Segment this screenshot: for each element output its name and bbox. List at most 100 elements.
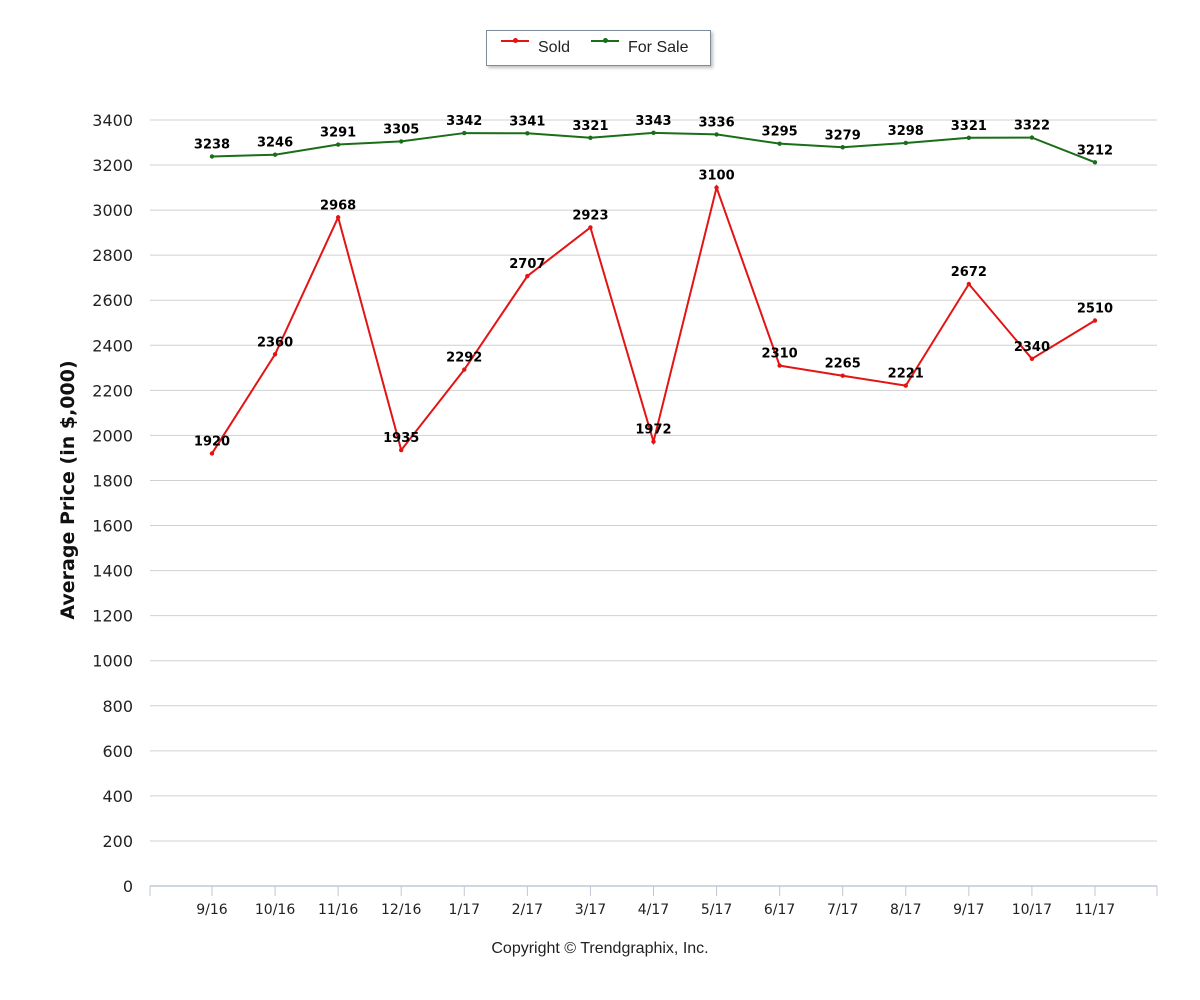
x-tick-label: 4/17 bbox=[638, 902, 669, 918]
y-tick-label: 1000 bbox=[92, 652, 133, 671]
sold-point bbox=[209, 451, 215, 456]
x-tick-label: 9/16 bbox=[196, 902, 228, 918]
for-sale-point bbox=[462, 130, 467, 136]
x-tick-label: 8/17 bbox=[890, 902, 921, 918]
sold-point bbox=[588, 225, 593, 230]
for-sale-legend-swatch[interactable] bbox=[591, 38, 619, 43]
y-tick-label: 1200 bbox=[92, 607, 133, 626]
for-sale-data-label: 3305 bbox=[383, 122, 419, 137]
for-sale-data-label: 3342 bbox=[446, 114, 482, 129]
x-tick-label: 3/17 bbox=[575, 902, 606, 918]
sold-legend-marker bbox=[513, 38, 518, 43]
for-sale-data-label: 3321 bbox=[572, 119, 608, 134]
legend: Sold For Sale bbox=[486, 30, 711, 66]
for-sale-point bbox=[399, 139, 404, 144]
for-sale-point bbox=[777, 141, 782, 146]
sold-data-label: 3100 bbox=[698, 169, 734, 184]
x-tick-label: 12/16 bbox=[381, 902, 421, 918]
for-sale-point bbox=[335, 142, 341, 147]
sold-legend-swatch[interactable] bbox=[501, 38, 529, 43]
for-sale-data-label: 3279 bbox=[825, 128, 861, 143]
sold-data-label: 2265 bbox=[825, 357, 861, 372]
x-axis: 9/16 10/16 11/16 12/16 1/17 2/17 3/17 4/17 5/17 6… bbox=[149, 885, 1158, 918]
sold-data-label: 1920 bbox=[194, 434, 230, 449]
y-tick-label: 3000 bbox=[92, 201, 133, 220]
sold-point bbox=[777, 363, 782, 368]
x-tick-label: 5/17 bbox=[701, 902, 732, 918]
sold-data-label: 2923 bbox=[572, 208, 608, 223]
legend-item-for-sale[interactable]: For Sale bbox=[628, 39, 689, 56]
sold-point bbox=[651, 439, 656, 444]
legend-item-sold[interactable]: Sold bbox=[538, 39, 571, 56]
for-sale-point bbox=[209, 154, 215, 159]
y-tick-label: 2200 bbox=[92, 381, 133, 400]
y-tick-label: 2400 bbox=[92, 336, 133, 355]
for-sale-data-label: 3246 bbox=[257, 136, 293, 151]
sold-point bbox=[1029, 356, 1035, 362]
sold-point bbox=[714, 185, 719, 190]
for-sale-point bbox=[714, 132, 719, 137]
copyright-text: Copyright © Trendgraphix, Inc. bbox=[491, 940, 709, 957]
for-sale-point bbox=[903, 140, 908, 146]
for-sale-point bbox=[966, 135, 972, 140]
sold-data-label: 1972 bbox=[635, 423, 671, 438]
for-sale-point bbox=[1029, 135, 1035, 140]
y-axis-label: Average Price (in $,000) bbox=[57, 360, 79, 620]
sold-data-label: 2360 bbox=[257, 335, 293, 350]
x-tick-label: 2/17 bbox=[512, 902, 543, 918]
for-sale-point bbox=[1092, 160, 1098, 165]
y-axis-ticks: 0 200 400 600 800 1000 1200 1400 1600 1800 2000 220… bbox=[92, 111, 133, 896]
for-sale-point bbox=[588, 135, 593, 140]
sold-data-label: 2510 bbox=[1077, 302, 1113, 317]
for-sale-point bbox=[525, 131, 530, 136]
for-sale-legend-marker bbox=[603, 38, 608, 43]
y-tick-label: 2600 bbox=[92, 291, 133, 310]
sold-data-label: 1935 bbox=[383, 431, 419, 446]
sold-data-label: 2310 bbox=[762, 347, 798, 362]
y-tick-label: 1600 bbox=[92, 517, 133, 536]
sold-point bbox=[462, 367, 467, 372]
for-sale-data-label: 3212 bbox=[1077, 143, 1113, 158]
x-tick-label: 1/17 bbox=[449, 902, 480, 918]
x-tick-label: 9/17 bbox=[953, 902, 984, 918]
y-tick-label: 1400 bbox=[92, 562, 133, 581]
x-tick-label: 6/17 bbox=[764, 902, 795, 918]
sold-point bbox=[1092, 318, 1098, 323]
x-tick-label: 10/16 bbox=[255, 902, 295, 918]
for-sale-data-label: 3336 bbox=[698, 115, 734, 130]
for-sale-point bbox=[651, 130, 656, 136]
x-tick-label: 7/17 bbox=[827, 902, 858, 918]
sold-data-label: 2292 bbox=[446, 351, 482, 366]
sold-point bbox=[272, 352, 278, 357]
sold-point bbox=[966, 281, 972, 287]
x-tick-label: 10/17 bbox=[1012, 902, 1052, 918]
for-sale-data-label: 3291 bbox=[320, 126, 356, 141]
for-sale-data-label: 3321 bbox=[951, 119, 987, 134]
sold-data-label: 2340 bbox=[1014, 340, 1050, 355]
y-tick-label: 2800 bbox=[92, 246, 133, 265]
x-tick-label: 11/17 bbox=[1075, 902, 1115, 918]
y-tick-label: 3200 bbox=[92, 156, 133, 175]
x-tick-label: 11/16 bbox=[318, 902, 358, 918]
for-sale-data-label: 3295 bbox=[762, 125, 798, 140]
sold-data-label: 2672 bbox=[951, 265, 987, 280]
y-tick-label: 800 bbox=[102, 697, 133, 716]
for-sale-point bbox=[272, 152, 278, 157]
for-sale-data-label: 3238 bbox=[194, 137, 230, 152]
sold-data-label: 2707 bbox=[509, 257, 545, 272]
for-sale-data-label: 3341 bbox=[509, 114, 545, 129]
y-tick-label: 400 bbox=[102, 787, 133, 806]
y-tick-label: 1800 bbox=[92, 471, 133, 490]
sold-line bbox=[211, 184, 1096, 454]
grid-lines bbox=[150, 119, 1157, 842]
y-tick-label: 200 bbox=[102, 832, 133, 851]
sold-point bbox=[335, 215, 341, 220]
sold-point bbox=[399, 447, 404, 453]
sold-data-label: 2968 bbox=[320, 198, 356, 213]
y-tick-label: 2000 bbox=[92, 426, 133, 445]
for-sale-data-label: 3298 bbox=[888, 124, 924, 139]
y-tick-label: 600 bbox=[102, 742, 133, 761]
for-sale-data-label: 3343 bbox=[635, 114, 671, 129]
sold-point bbox=[903, 383, 908, 388]
